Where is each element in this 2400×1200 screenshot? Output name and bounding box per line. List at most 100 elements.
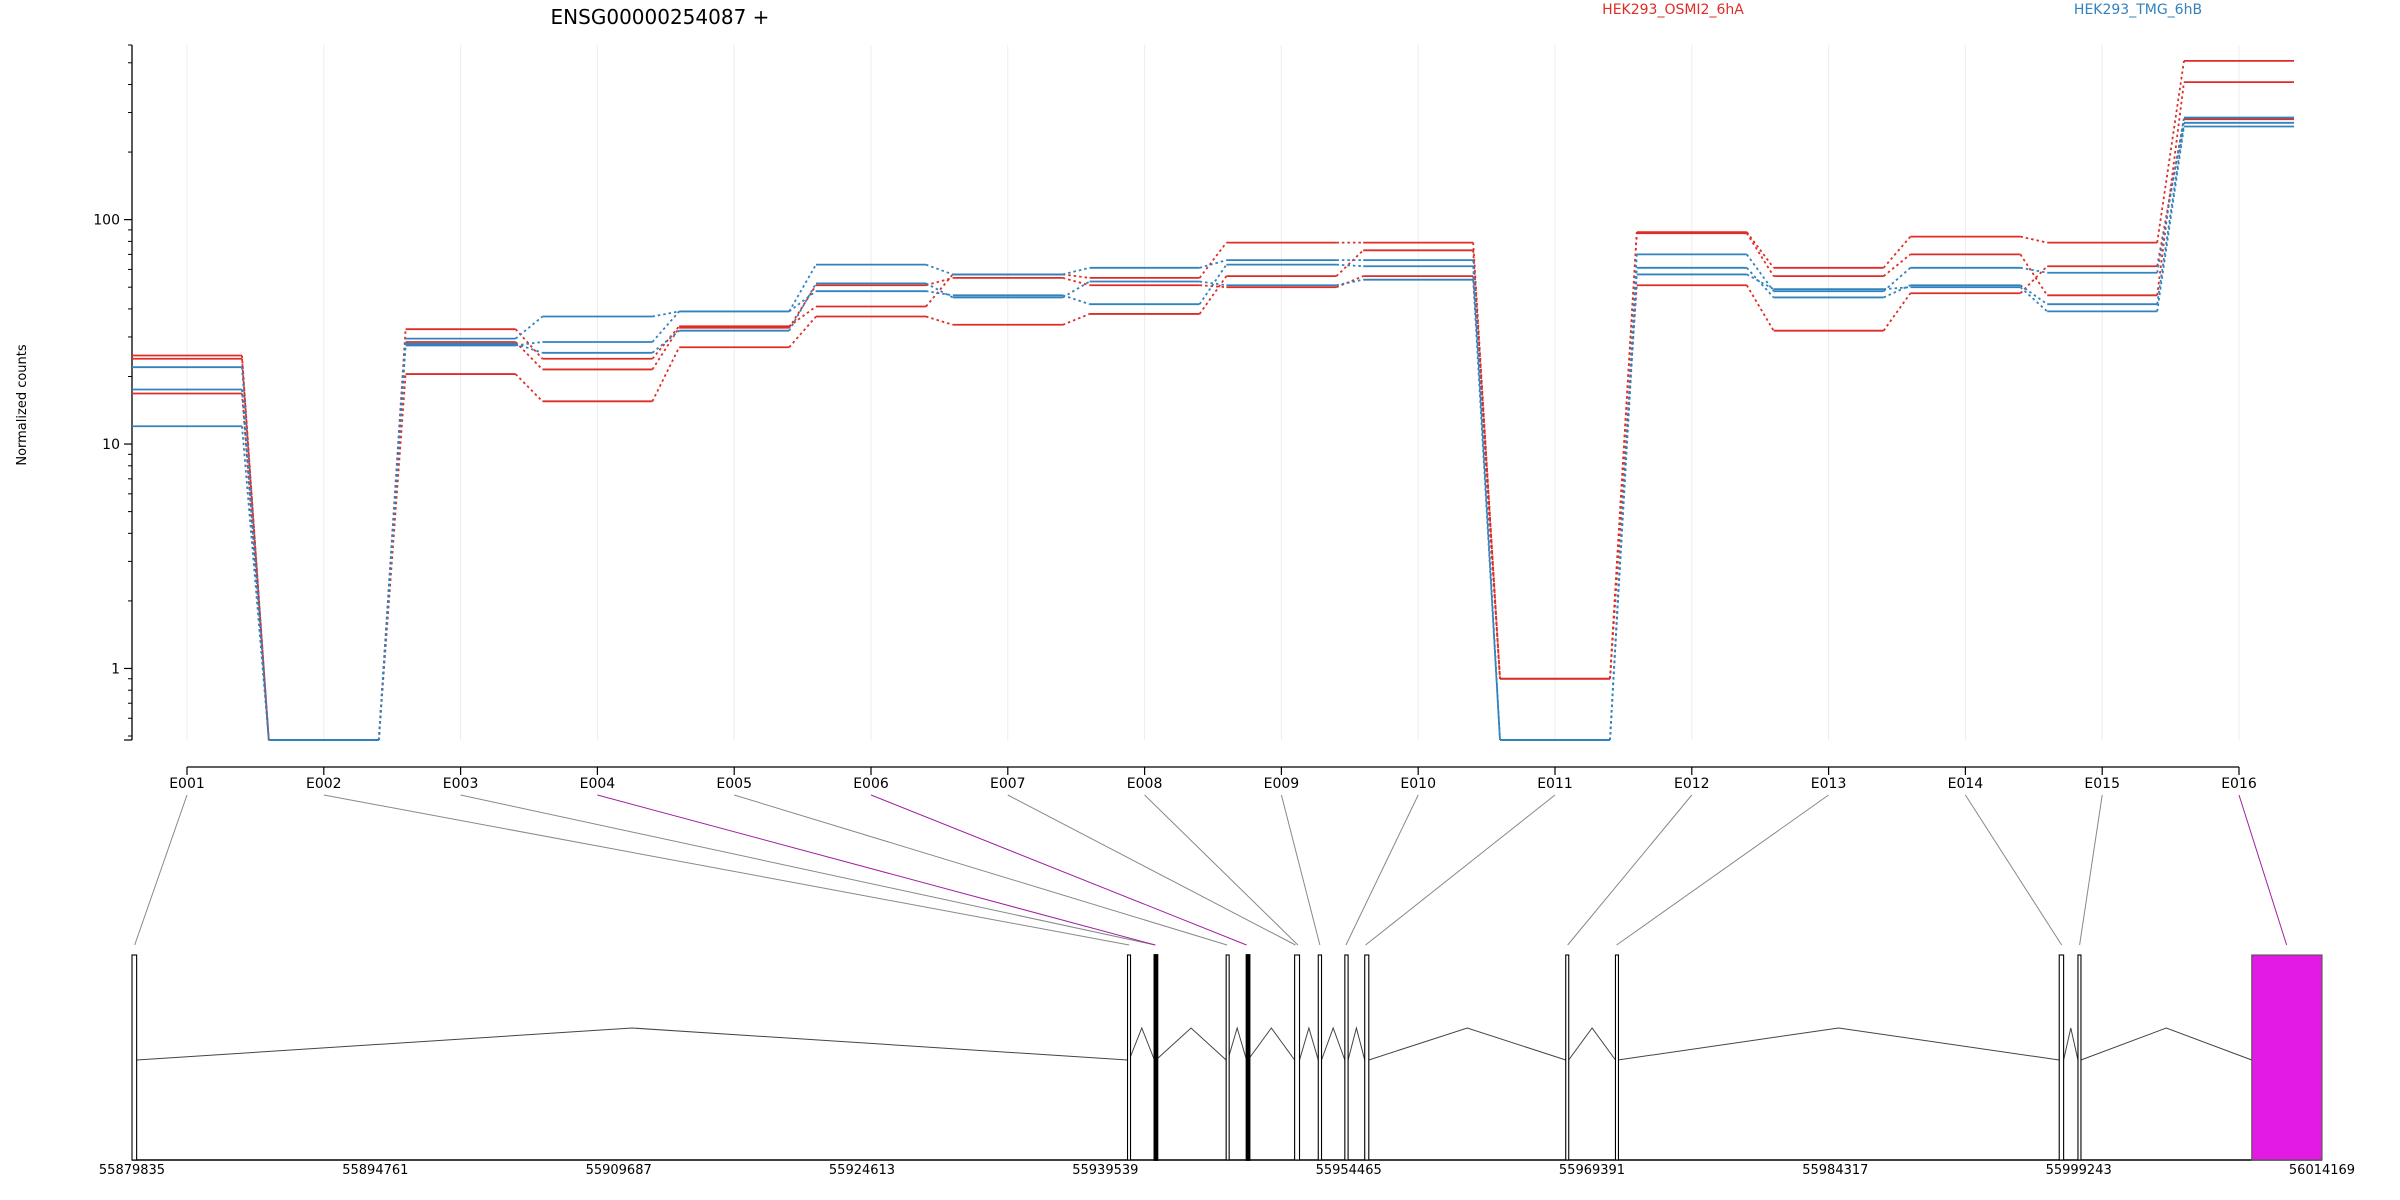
exon-link-layer bbox=[134, 794, 2288, 946]
highlighted-exon bbox=[1245, 954, 1251, 1161]
series-connector bbox=[2020, 235, 2048, 244]
series-connector bbox=[1336, 275, 1364, 289]
x-tick-label: E012 bbox=[1674, 776, 1710, 792]
intron-line bbox=[1155, 1027, 1227, 1061]
exon-link bbox=[460, 794, 1156, 946]
y-axis-label: Normalized counts bbox=[15, 344, 30, 466]
exon-block bbox=[1126, 954, 1132, 1161]
exon-link bbox=[1567, 794, 1693, 946]
x-tick-label: E013 bbox=[1811, 776, 1847, 792]
series-connector bbox=[1198, 242, 1228, 279]
x-tick-label: E009 bbox=[1264, 776, 1300, 792]
coordinate-tick-label: 55954465 bbox=[1316, 1163, 1382, 1178]
exon-block bbox=[1614, 954, 1620, 1161]
exon-block bbox=[1364, 954, 1370, 1161]
highlighted-exon bbox=[1153, 954, 1159, 1161]
x-tick-label: E006 bbox=[853, 776, 889, 792]
series-connector bbox=[514, 373, 544, 402]
coordinate-tick-label: 55909687 bbox=[586, 1163, 652, 1178]
exon-block bbox=[1344, 954, 1349, 1161]
exon-link bbox=[134, 794, 188, 946]
series-connector bbox=[651, 346, 681, 402]
intron-line bbox=[1299, 1026, 1319, 1061]
series-connector bbox=[1746, 253, 1775, 292]
series-connector bbox=[1336, 278, 1364, 287]
series-connector bbox=[788, 290, 817, 313]
series-connector bbox=[788, 282, 817, 332]
x-tick-label: E005 bbox=[716, 776, 752, 792]
coordinate-tick-label: 55879835 bbox=[99, 1163, 165, 1178]
exon-block bbox=[1317, 954, 1323, 1161]
exon-block bbox=[2058, 954, 2065, 1161]
y-tick-label: 1 bbox=[111, 661, 120, 677]
coordinate-tick-label: 56014169 bbox=[2289, 1163, 2355, 1178]
intron-line bbox=[1617, 1027, 2060, 1061]
x-tick-label: E015 bbox=[2084, 776, 2120, 792]
sample-series bbox=[132, 118, 2294, 741]
series-connector bbox=[515, 341, 543, 347]
exon-block bbox=[2077, 954, 2082, 1161]
series-connector bbox=[652, 310, 680, 318]
exon-link bbox=[1144, 794, 1299, 946]
intron-line bbox=[1128, 1026, 1155, 1061]
series-connector bbox=[1199, 280, 1227, 287]
series-connector bbox=[377, 343, 407, 741]
intron-line bbox=[1368, 1027, 1566, 1061]
intron-line bbox=[2080, 1027, 2252, 1061]
intron-line bbox=[1247, 1027, 1296, 1061]
series-connector bbox=[1198, 275, 1228, 315]
exon-block bbox=[1565, 954, 1570, 1161]
series-connector bbox=[925, 277, 954, 287]
series-layer bbox=[132, 59, 2294, 741]
series-connector bbox=[2156, 117, 2185, 273]
series-connector bbox=[651, 325, 680, 360]
series-connector bbox=[788, 315, 817, 348]
series-connector bbox=[651, 310, 680, 343]
series-connector bbox=[1062, 313, 1090, 326]
series-connector bbox=[1198, 264, 1228, 305]
series-connector bbox=[2020, 266, 2048, 274]
grid-layer bbox=[186, 45, 2240, 740]
highlighted-exon-link bbox=[597, 794, 1156, 946]
highlighted-exon-link bbox=[870, 794, 1247, 946]
sample-series bbox=[132, 121, 2294, 741]
coordinate-tick-label: 55969391 bbox=[1559, 1163, 1625, 1178]
legend-osmi-label: HEK293_OSMI2_6hA bbox=[1602, 2, 1744, 18]
coordinate-tick-label: 55999243 bbox=[2046, 1163, 2112, 1178]
series-connector bbox=[1746, 231, 1775, 269]
x-tick-label: E004 bbox=[580, 776, 616, 792]
x-tick-label: E011 bbox=[1537, 776, 1573, 792]
x-tick-label: E008 bbox=[1127, 776, 1163, 792]
series-connector bbox=[1199, 259, 1227, 269]
series-connector bbox=[1062, 266, 1090, 276]
legend-tmg-label: HEK293_TMG_6hB bbox=[2074, 2, 2202, 18]
exon-link bbox=[1616, 794, 1829, 946]
exon-block bbox=[1225, 954, 1230, 1161]
y-tick-label: 100 bbox=[93, 213, 120, 229]
sample-series bbox=[132, 81, 2294, 741]
exon-link bbox=[1964, 794, 2063, 946]
series-connector bbox=[1336, 263, 1364, 268]
exon-link bbox=[1007, 794, 1296, 946]
series-connector bbox=[1062, 294, 1090, 306]
series-connector bbox=[1883, 267, 1911, 292]
series-connector bbox=[2156, 126, 2185, 312]
exon-link bbox=[323, 794, 1130, 946]
series-connector bbox=[925, 315, 954, 326]
intron-line bbox=[1227, 1026, 1248, 1061]
series-connector bbox=[925, 290, 953, 297]
sample-series bbox=[132, 59, 2294, 741]
series-connector bbox=[515, 342, 543, 354]
series-connector bbox=[1199, 284, 1227, 289]
exon-link bbox=[2079, 794, 2103, 946]
coordinate-tick-label: 55924613 bbox=[829, 1163, 895, 1178]
coordinate-tick-label: 55894761 bbox=[342, 1163, 408, 1178]
series-connector bbox=[1746, 232, 1775, 277]
exon-link bbox=[1365, 794, 1556, 946]
exon-link bbox=[734, 794, 1228, 946]
series-connector bbox=[788, 305, 817, 327]
coordinate-tick-label: 55939539 bbox=[1072, 1163, 1138, 1178]
gene-model-layer: 55879835 55894761 55909687 55924613 55939539… bbox=[99, 954, 2355, 1178]
